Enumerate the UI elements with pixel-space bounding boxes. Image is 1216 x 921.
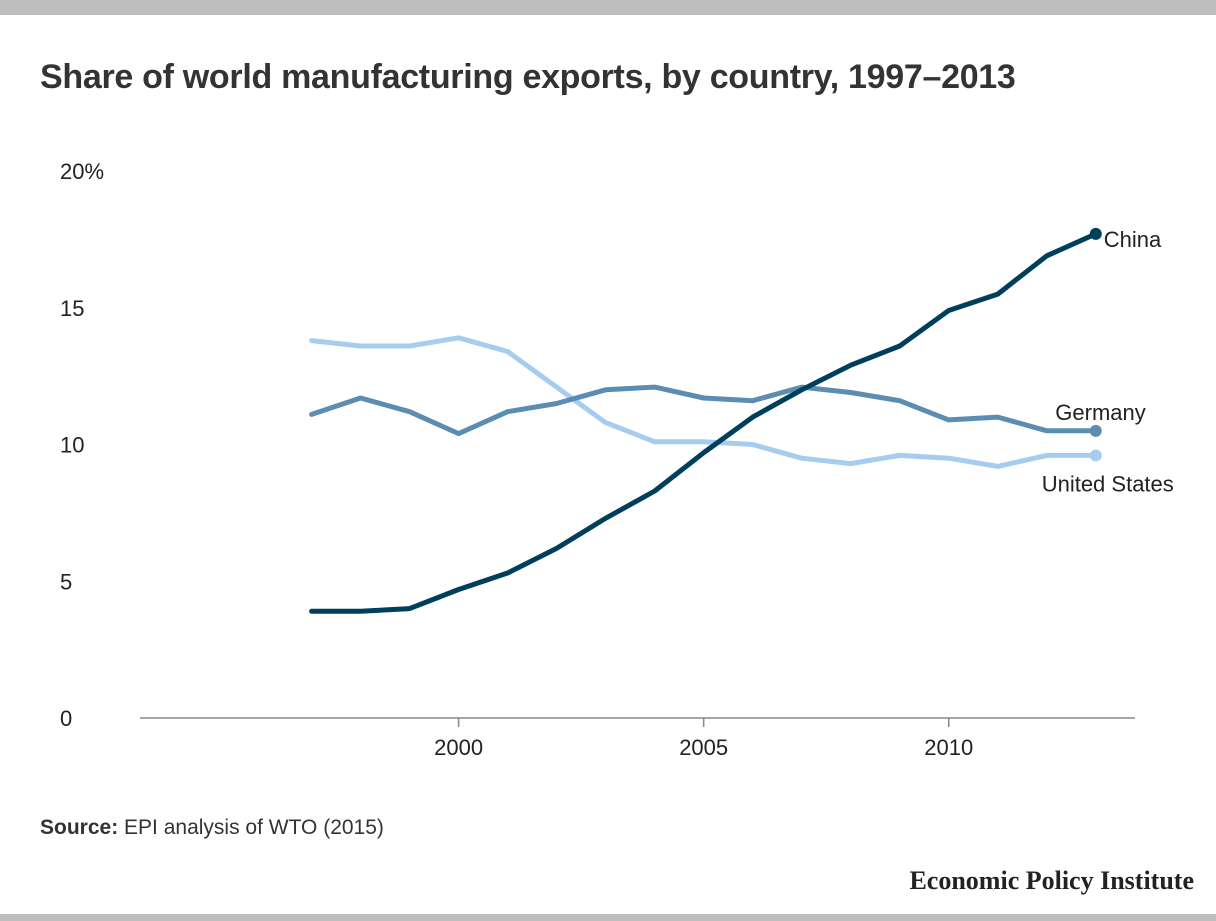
- series-end-marker: [1089, 449, 1102, 462]
- brand-logo-text: Economic Policy Institute: [909, 866, 1194, 895]
- x-tick-label: 2010: [924, 735, 973, 760]
- y-tick-label: 5: [60, 569, 72, 594]
- bottom-border: [0, 914, 1216, 921]
- chart-title: Share of world manufacturing exports, by…: [40, 58, 1016, 96]
- series-label-china: China: [1104, 227, 1162, 252]
- source-label: Source:: [40, 816, 119, 839]
- x-tick-label: 2000: [434, 735, 483, 760]
- y-tick-label: 15: [60, 296, 84, 321]
- series-lines: [309, 227, 1102, 614]
- y-tick-label: 0: [60, 706, 72, 731]
- top-border: [0, 0, 1216, 15]
- series-line-china: [309, 231, 1099, 614]
- series-end-marker: [1089, 424, 1102, 437]
- x-axis-ticks: 2000 2005 2010: [434, 718, 973, 760]
- series-end-marker: [1089, 227, 1102, 240]
- series-labels: United States Germany China: [1042, 227, 1174, 497]
- x-tick-label: 2005: [679, 735, 728, 760]
- series-line-germany: [309, 384, 1099, 437]
- series-label-united-states: United States: [1042, 471, 1174, 496]
- series-label-germany: Germany: [1055, 400, 1145, 425]
- y-axis-ticks: 0 5 10 15 20%: [60, 159, 104, 731]
- source-text: EPI analysis of WTO (2015): [124, 816, 384, 839]
- series-line-united-states: [309, 335, 1099, 469]
- y-tick-label: 20%: [60, 159, 104, 184]
- y-tick-label: 10: [60, 433, 84, 458]
- source-note: Source: EPI analysis of WTO (2015): [40, 816, 384, 840]
